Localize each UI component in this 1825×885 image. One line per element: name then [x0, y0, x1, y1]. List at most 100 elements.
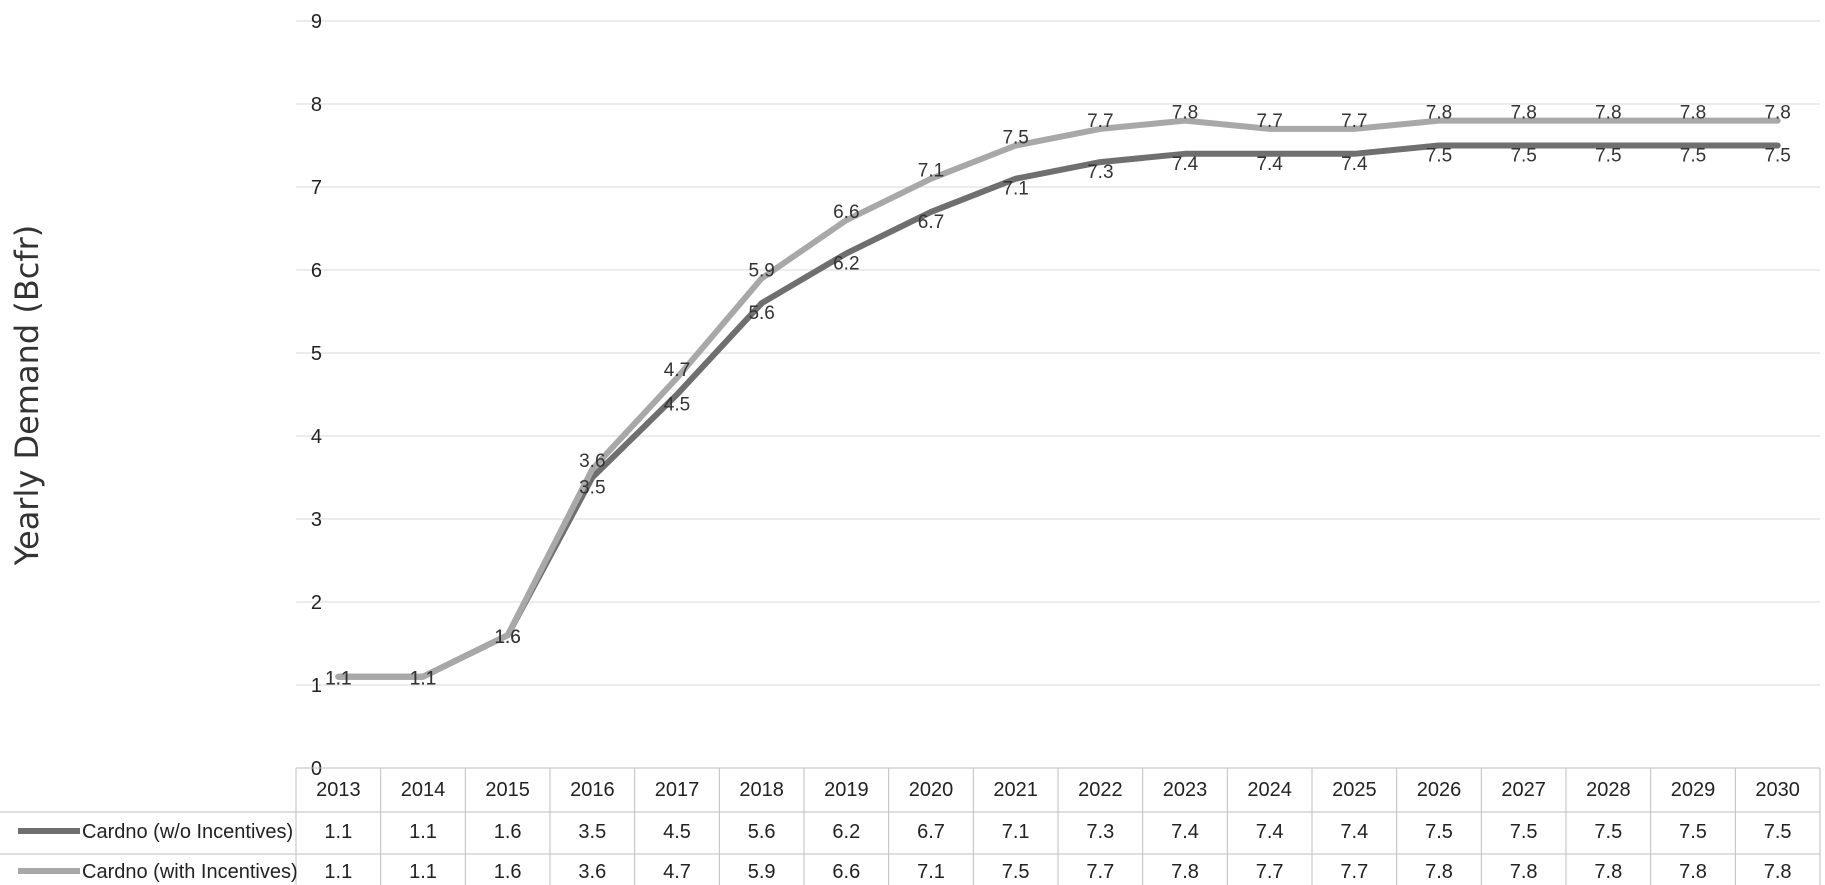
data-label: 7.5 — [1002, 128, 1028, 149]
x-tick-label: 2021 — [993, 779, 1038, 801]
table-cell: 7.8 — [1425, 861, 1453, 883]
data-label: 7.7 — [1087, 111, 1113, 132]
data-label: 6.6 — [833, 202, 859, 223]
data-label: 6.7 — [918, 212, 944, 233]
table-cell: 1.1 — [324, 861, 352, 883]
data-label: 7.5 — [1595, 146, 1621, 167]
table-cell: 1.6 — [494, 861, 522, 883]
legend-entry: Cardno (with Incentives) — [82, 861, 298, 883]
table-cell: 6.7 — [917, 821, 945, 843]
table-cell: 7.8 — [1510, 861, 1538, 883]
data-label: 5.9 — [748, 260, 774, 281]
x-tick-label: 2024 — [1247, 779, 1292, 801]
legend-entry: Cardno (w/o Incentives) — [82, 821, 293, 843]
table-cell: 7.1 — [917, 861, 945, 883]
y-tick-label: 5 — [311, 343, 322, 365]
y-tick-label: 3 — [311, 509, 322, 531]
x-tick-label: 2022 — [1078, 779, 1123, 801]
data-label: 3.6 — [579, 451, 605, 472]
x-tick-label: 2016 — [570, 779, 615, 801]
y-tick-label: 4 — [311, 426, 322, 448]
table-cell: 6.6 — [832, 861, 860, 883]
data-label: 7.8 — [1172, 103, 1198, 124]
data-label: 7.4 — [1256, 154, 1283, 175]
x-tick-label: 2019 — [824, 779, 869, 801]
data-label: 1.1 — [325, 669, 351, 690]
table-cell: 7.7 — [1256, 861, 1284, 883]
x-tick-label: 2023 — [1163, 779, 1208, 801]
x-tick-label: 2027 — [1501, 779, 1546, 801]
x-tick-label: 2020 — [909, 779, 954, 801]
table-cell: 7.7 — [1086, 861, 1114, 883]
series-lines — [335, 117, 1781, 680]
data-label: 4.5 — [664, 395, 690, 416]
table-cell: 7.4 — [1171, 821, 1199, 843]
x-tick-label: 2030 — [1755, 779, 1800, 801]
table-cell: 7.8 — [1679, 861, 1707, 883]
x-tick-label: 2028 — [1586, 779, 1631, 801]
data-label: 7.7 — [1341, 111, 1367, 132]
table-cell: 1.1 — [409, 861, 437, 883]
x-tick-label: 2025 — [1332, 779, 1377, 801]
table-cell: 1.1 — [409, 821, 437, 843]
x-tick-label: 2026 — [1417, 779, 1462, 801]
data-label: 1.1 — [410, 669, 436, 690]
x-tick-label: 2014 — [401, 779, 446, 801]
data-label: 7.8 — [1595, 103, 1621, 124]
data-label: 7.8 — [1510, 103, 1536, 124]
data-label: 1.6 — [494, 627, 520, 648]
data-label: 7.1 — [1002, 179, 1028, 200]
table-cell: 1.6 — [494, 821, 522, 843]
table-cell: 7.1 — [1002, 821, 1030, 843]
table-cell: 7.5 — [1425, 821, 1453, 843]
x-tick-label: 2013 — [316, 779, 361, 801]
y-tick-label: 0 — [311, 758, 322, 780]
data-label: 5.6 — [748, 303, 774, 324]
y-tick-label: 8 — [311, 94, 322, 116]
data-label: 7.5 — [1510, 146, 1536, 167]
data-label: 4.7 — [664, 360, 690, 381]
table-cell: 7.4 — [1256, 821, 1284, 843]
y-tick-label: 9 — [311, 11, 322, 33]
table-cell: 5.9 — [748, 861, 776, 883]
gridlines — [296, 20, 1820, 686]
x-tick-label: 2015 — [485, 779, 530, 801]
table-cell: 1.1 — [324, 821, 352, 843]
table-cell: 3.5 — [578, 821, 606, 843]
data-label: 7.8 — [1426, 103, 1452, 124]
table-cell: 7.5 — [1764, 821, 1792, 843]
table-cell: 3.6 — [578, 861, 606, 883]
table-cell: 4.5 — [663, 821, 691, 843]
table-cell: 5.6 — [748, 821, 776, 843]
data-label: 7.4 — [1172, 154, 1199, 175]
y-tick-label: 6 — [311, 260, 322, 282]
table-cell: 7.4 — [1340, 821, 1368, 843]
table-cell: 7.8 — [1594, 861, 1622, 883]
table-cell: 6.2 — [832, 821, 860, 843]
x-tick-label: 2029 — [1671, 779, 1716, 801]
y-tick-label: 2 — [311, 592, 322, 614]
data-label: 7.5 — [1426, 146, 1452, 167]
data-labels: 1.1 1.1 1.6 3.5 4.5 5.6 6.2 6.7 7.1 7.3 7.4 7.4 7.4 7… — [325, 103, 1791, 690]
data-table: 2013 2014 2015 2016 2017 2018 2019 2020 2021 2022… — [0, 767, 1821, 885]
data-label: 7.8 — [1680, 103, 1706, 124]
data-label: 7.5 — [1764, 146, 1790, 167]
table-cell: 7.7 — [1340, 861, 1368, 883]
data-label: 7.8 — [1764, 103, 1790, 124]
data-label: 7.1 — [918, 161, 944, 182]
data-label: 1.6 — [494, 627, 520, 648]
table-cell: 4.7 — [663, 861, 691, 883]
data-label: 6.2 — [833, 253, 859, 274]
data-label: 3.5 — [579, 478, 605, 499]
data-label: 7.4 — [1341, 154, 1368, 175]
table-cell: 7.8 — [1171, 861, 1199, 883]
y-tick-label: 1 — [311, 675, 322, 697]
table-cell: 7.5 — [1679, 821, 1707, 843]
data-label: 1.1 — [325, 669, 351, 690]
data-label: 1.1 — [410, 669, 436, 690]
table-cell: 7.3 — [1086, 821, 1114, 843]
data-label: 7.3 — [1087, 162, 1113, 183]
y-axis-ticks: 0 1 2 3 4 5 6 7 8 9 — [311, 11, 322, 780]
data-label: 7.7 — [1256, 111, 1282, 132]
